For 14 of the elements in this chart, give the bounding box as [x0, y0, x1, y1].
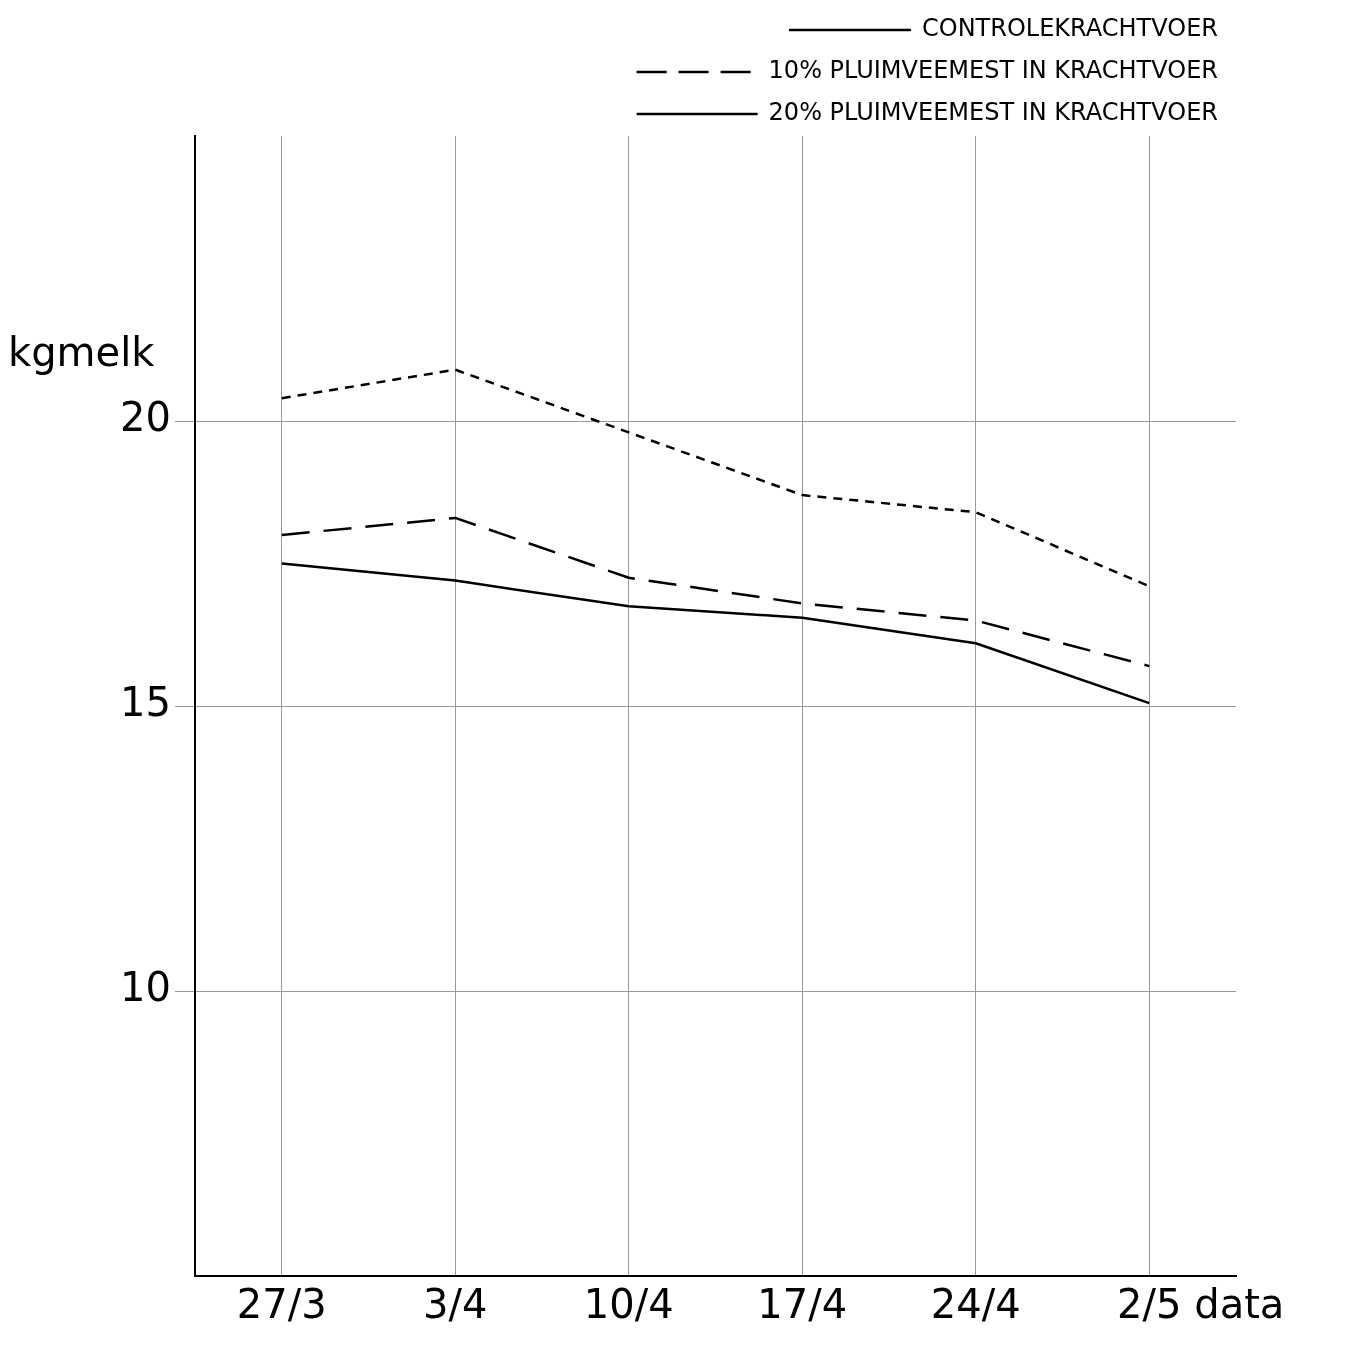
legend-label: CONTROLEKRACHTVOER: [922, 14, 1219, 43]
y-axis-title: kgmelk: [8, 329, 156, 376]
x-tick-label: 27/3: [236, 1281, 327, 1328]
legend-label: 20% PLUIMVEEMEST IN KRACHTVOER: [768, 98, 1218, 127]
legend-label: 10% PLUIMVEEMEST IN KRACHTVOER: [768, 56, 1218, 85]
x-tick-label: 17/4: [757, 1281, 848, 1328]
x-tick-label: 2/5: [1117, 1281, 1182, 1328]
x-tick-label: 10/4: [583, 1281, 674, 1328]
y-tick-label: 20: [120, 394, 171, 441]
x-axis-title: data: [1194, 1281, 1285, 1328]
y-tick-label: 10: [120, 964, 171, 1011]
y-tick-label: 15: [120, 679, 171, 726]
x-tick-label: 24/4: [930, 1281, 1021, 1328]
x-tick-label: 3/4: [423, 1281, 488, 1328]
